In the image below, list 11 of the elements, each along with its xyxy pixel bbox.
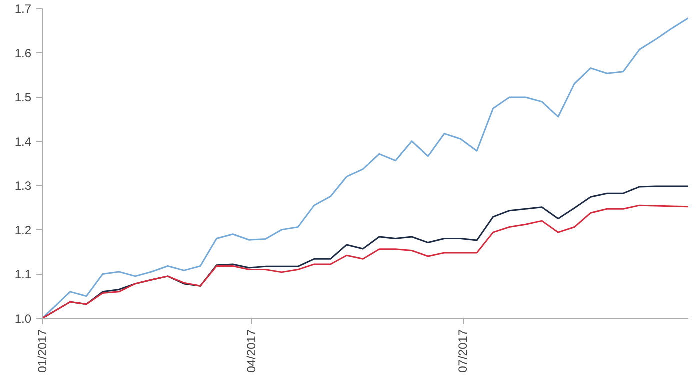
y-tick-label: 1.4: [14, 134, 32, 149]
y-tick-label: 1.7: [14, 2, 32, 16]
y-tick-label: 1.1: [14, 268, 32, 282]
x-tick-label: 01/2017: [36, 329, 50, 373]
y-tick-label: 1.5: [14, 90, 32, 105]
y-tick-label: 1.6: [14, 46, 32, 60]
y-tick-label: 1.0: [14, 312, 32, 326]
x-tick-label: 07/2017: [456, 329, 470, 373]
y-tick-label: 1.2: [14, 223, 32, 238]
x-tick-label: 04/2017: [244, 329, 259, 373]
y-tick-label: 1.3: [14, 179, 32, 194]
